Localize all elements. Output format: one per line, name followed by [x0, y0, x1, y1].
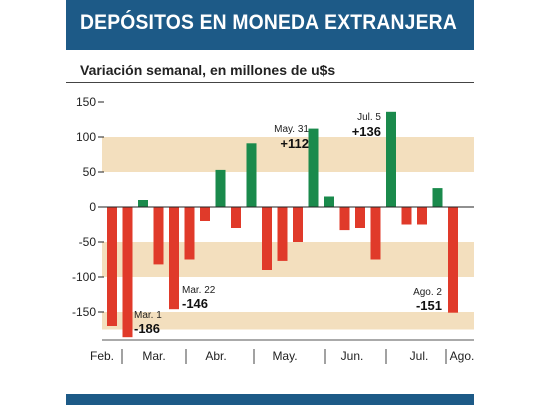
y-tick-label: 100: [76, 130, 96, 144]
title-bar: DEPÓSITOS EN MONEDA EXTRANJERA: [66, 0, 474, 50]
bar: [432, 188, 443, 207]
x-axis-labels: Feb. Mar. Abr. May. Jun. Jul. Ago.: [90, 349, 474, 364]
bar: [355, 207, 365, 228]
chart-bars: [107, 111, 458, 338]
y-tick-label: -50: [79, 235, 97, 249]
bar: [246, 143, 257, 207]
y-tick-label: 150: [76, 95, 96, 109]
bar: [200, 207, 210, 221]
bar: [324, 196, 334, 207]
bar: [277, 207, 288, 261]
bar: [107, 207, 117, 326]
subtitle-rule: [66, 82, 474, 83]
bar: [370, 207, 381, 260]
y-tick-label: -150: [72, 305, 96, 319]
annotation-date: May. 31: [274, 124, 309, 135]
bar-chart: 150 100 50 0 -50 -100 -150 Feb. Mar. Abr. May. Jun…: [72, 95, 474, 364]
axes: [102, 206, 474, 341]
annotation-value: -186: [134, 321, 160, 336]
annotation-date: Ago. 2: [413, 287, 442, 298]
bar: [153, 207, 164, 265]
y-axis-ticks: 150 100 50 0 -50 -100 -150: [72, 95, 104, 319]
x-tick-label: Jul.: [410, 349, 429, 363]
annotation-date: Mar. 1: [134, 310, 162, 321]
annotation-value: +136: [352, 124, 381, 139]
bar: [308, 128, 319, 207]
bar: [215, 169, 226, 207]
bar: [293, 207, 303, 242]
x-tick-label: Jun.: [341, 349, 364, 363]
bar: [169, 207, 179, 310]
bar: [386, 111, 396, 207]
annotation-value: -146: [182, 296, 208, 311]
annotation-date: Mar. 22: [182, 285, 216, 296]
chart-band-0: [102, 137, 474, 172]
bar: [448, 207, 458, 313]
footer-bar: [66, 394, 474, 405]
bar: [417, 207, 427, 225]
y-tick-label: 50: [83, 165, 97, 179]
chart-title: DEPÓSITOS EN MONEDA EXTRANJERA: [80, 11, 457, 34]
annotation-value: +112: [280, 136, 309, 151]
bar: [401, 207, 412, 225]
x-tick-label: Ago.: [450, 349, 474, 363]
bar: [184, 207, 195, 260]
chart-bands: [102, 137, 474, 330]
chart-band-2: [102, 312, 474, 330]
y-tick-label: 0: [89, 200, 96, 214]
x-tick-label: May.: [272, 349, 297, 363]
chart-subtitle: Variación semanal, en millones de u$s: [80, 62, 336, 78]
bar: [122, 207, 133, 338]
x-tick-label: Abr.: [205, 349, 226, 363]
bar: [339, 207, 350, 231]
bar: [231, 207, 241, 228]
bar: [262, 207, 272, 270]
bar: [138, 200, 148, 207]
x-tick-label: Mar.: [142, 349, 165, 363]
chart-band-1: [102, 242, 474, 277]
chart-annotations: Mar. 1-186 Mar. 22-146 May. 31+112 Jul. 5+1…: [134, 112, 442, 336]
y-tick-label: -100: [72, 270, 96, 284]
x-tick-label: Feb.: [90, 349, 114, 363]
annotation-value: -151: [416, 298, 442, 313]
annotation-date: Jul. 5: [357, 112, 381, 123]
